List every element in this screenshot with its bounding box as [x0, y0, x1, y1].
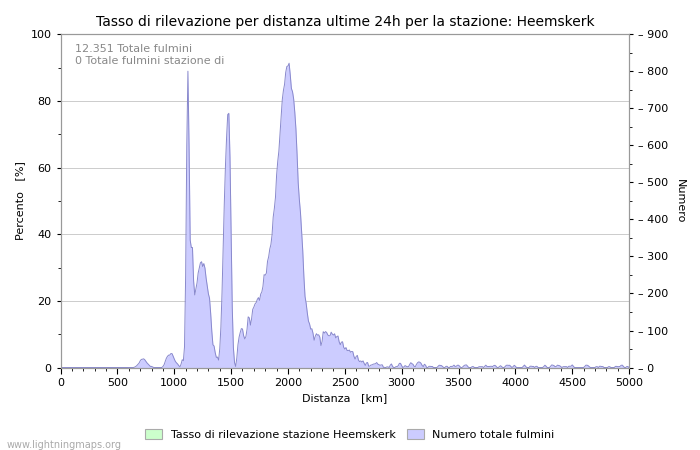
X-axis label: Distanza   [km]: Distanza [km] — [302, 393, 387, 404]
Text: 12.351 Totale fulmini
0 Totale fulmini stazione di: 12.351 Totale fulmini 0 Totale fulmini s… — [75, 45, 224, 66]
Y-axis label: Numero: Numero — [675, 179, 685, 223]
Title: Tasso di rilevazione per distanza ultime 24h per la stazione: Heemskerk: Tasso di rilevazione per distanza ultime… — [95, 15, 594, 29]
Text: www.lightningmaps.org: www.lightningmaps.org — [7, 440, 122, 450]
Y-axis label: Percento   [%]: Percento [%] — [15, 162, 25, 240]
Legend: Tasso di rilevazione stazione Heemskerk, Numero totale fulmini: Tasso di rilevazione stazione Heemskerk,… — [141, 425, 559, 445]
